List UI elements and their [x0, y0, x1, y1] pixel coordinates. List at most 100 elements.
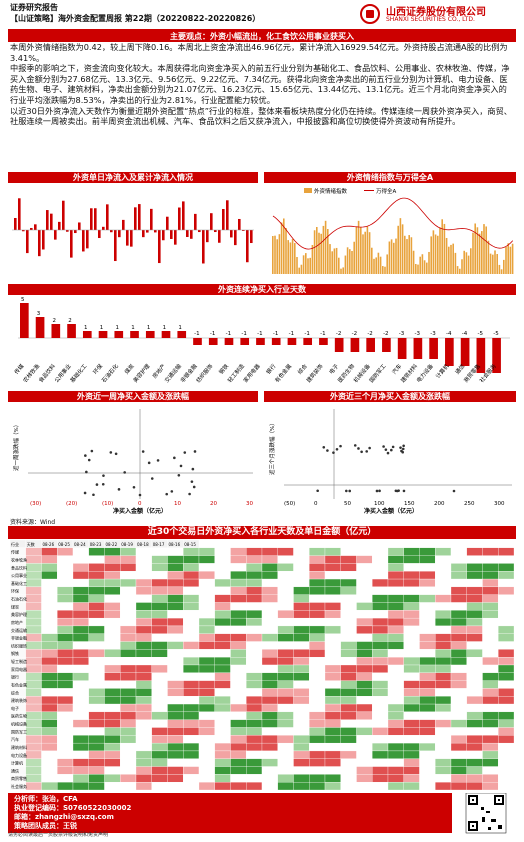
table-cell [41, 696, 58, 705]
table-cell [104, 610, 121, 619]
table-cell [340, 688, 357, 697]
table-cell [57, 672, 74, 681]
daily-bar [154, 230, 157, 233]
table-cell [293, 602, 310, 611]
analyst-name: 分析师：张治，CFA [14, 795, 78, 803]
table-cell [57, 742, 74, 752]
qr-code-icon [465, 793, 507, 834]
table-cell [72, 742, 89, 752]
table-cell [340, 680, 357, 689]
table-cell [419, 696, 436, 705]
table-row-label: 家用电器 [11, 666, 27, 672]
table-cell [214, 602, 231, 611]
sentiment-bar [485, 226, 487, 274]
table-cell [135, 571, 152, 580]
table-cell [57, 782, 74, 790]
table-cell [151, 563, 168, 572]
streak-value: -3 [430, 331, 436, 337]
sentiment-bar [489, 253, 492, 274]
table-cell [309, 742, 326, 752]
table-row-label: 煤炭 [11, 603, 19, 609]
table-cell [72, 641, 89, 650]
sentiment-bar [415, 263, 417, 274]
table-cell [387, 641, 404, 650]
table-cell [214, 555, 231, 564]
table-cell [450, 742, 467, 752]
sentiment-bar [478, 233, 481, 274]
daily-bar [34, 224, 37, 230]
table-cell [277, 727, 294, 736]
table-cell [25, 719, 42, 728]
table-cell [214, 610, 231, 619]
table-cell [246, 703, 263, 713]
table-cell [309, 617, 326, 627]
sentiment-bar [492, 254, 494, 274]
table-cell [246, 774, 263, 783]
table-cell [372, 750, 389, 759]
sentiment-bar [476, 227, 479, 274]
table-cell [482, 680, 499, 689]
table-cell [387, 742, 404, 752]
table-cell [104, 711, 121, 720]
table-cell [198, 735, 215, 744]
table-cell [198, 774, 215, 783]
streak-bar [193, 338, 202, 345]
sentiment-bar [465, 252, 468, 274]
table-cell [198, 711, 215, 720]
table-cell [309, 719, 326, 728]
table-cell [246, 680, 263, 689]
table-cell [198, 727, 215, 736]
table-cell [498, 594, 514, 603]
streak-value: 1 [84, 325, 88, 331]
table-cell [293, 657, 310, 666]
streak-bar [334, 338, 344, 352]
sentiment-bar [272, 236, 274, 274]
table-cell [198, 617, 215, 627]
table-cell [25, 571, 42, 580]
table-cell [466, 649, 483, 658]
table-cell [387, 547, 404, 556]
table-cell [324, 649, 341, 658]
week-point [150, 477, 154, 480]
analyst-email: 邮箱：zhangzhi@sxzq.com [14, 813, 114, 821]
sentiment-bar [362, 234, 364, 274]
table-cell [450, 555, 467, 564]
sentiment-bar [437, 235, 439, 274]
month-point [390, 448, 393, 452]
table-cell [324, 742, 341, 752]
table-cell [324, 610, 341, 619]
table-cell [183, 571, 200, 580]
table-cell [403, 703, 420, 713]
table-cell [88, 617, 105, 627]
table-cell [419, 766, 436, 775]
daily-bar [218, 230, 221, 243]
week-point [87, 458, 91, 462]
daily-bar [18, 198, 21, 230]
table-cell [435, 641, 452, 650]
table-cell [88, 782, 105, 790]
table-row-label: 美容护理 [11, 611, 27, 617]
table-cell [450, 680, 467, 689]
table-cell [450, 664, 467, 673]
table-cell [246, 586, 263, 595]
table-cell [387, 703, 404, 713]
table-cell [151, 680, 168, 689]
streak-value: 1 [131, 325, 135, 331]
sentiment-bar [373, 258, 375, 274]
table-cell [25, 664, 42, 673]
table-cell [230, 578, 247, 588]
table-cell [356, 758, 373, 767]
month-point [339, 444, 342, 448]
table-cell [41, 782, 58, 790]
table-cell [41, 641, 58, 650]
sentiment-bar [470, 248, 472, 274]
table-cell [482, 711, 499, 720]
table-cell [104, 696, 121, 705]
table-cell [167, 774, 184, 783]
table-cell [151, 758, 168, 767]
table-cell [498, 649, 514, 658]
table-cell [450, 641, 467, 650]
table-cell [277, 703, 294, 713]
table-cell [293, 649, 310, 658]
table-cell [230, 555, 247, 564]
